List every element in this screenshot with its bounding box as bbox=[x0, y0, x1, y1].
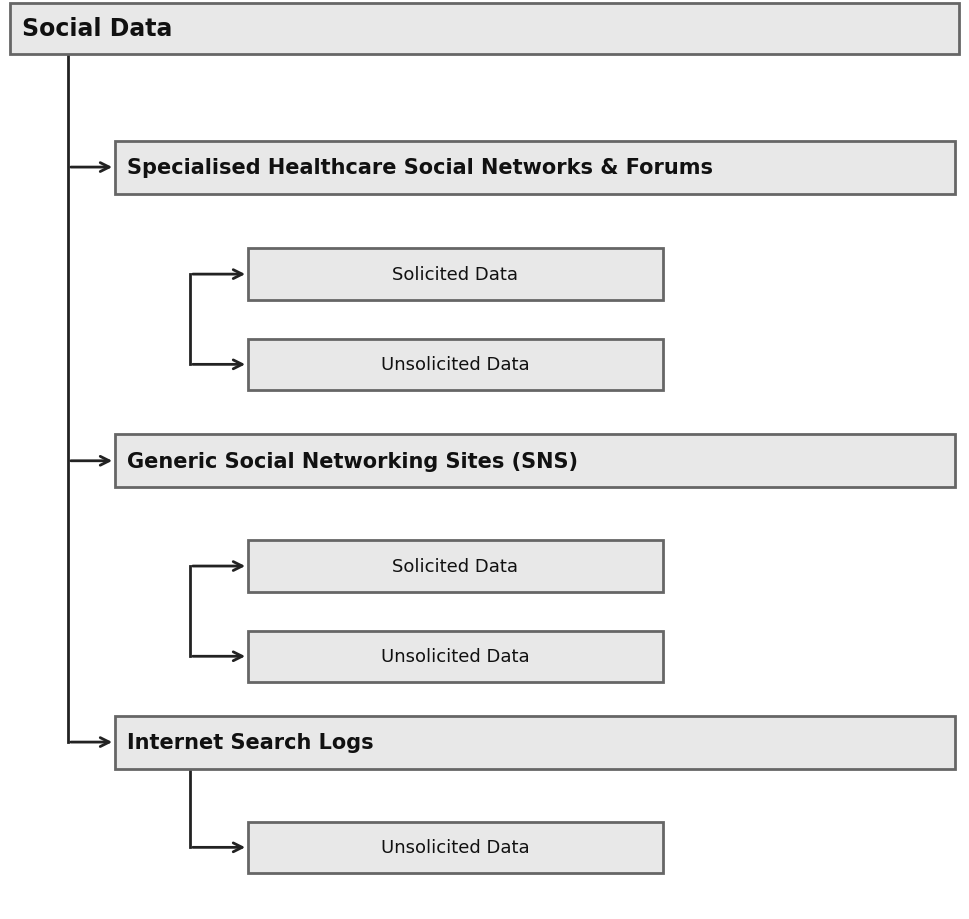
FancyBboxPatch shape bbox=[115, 716, 955, 769]
Text: Internet Search Logs: Internet Search Logs bbox=[127, 732, 374, 753]
FancyBboxPatch shape bbox=[10, 4, 959, 55]
FancyBboxPatch shape bbox=[248, 631, 663, 682]
Text: Specialised Healthcare Social Networks & Forums: Specialised Healthcare Social Networks &… bbox=[127, 158, 713, 178]
Text: Unsolicited Data: Unsolicited Data bbox=[381, 648, 530, 665]
Text: Solicited Data: Solicited Data bbox=[392, 558, 518, 575]
FancyBboxPatch shape bbox=[248, 822, 663, 873]
FancyBboxPatch shape bbox=[115, 142, 955, 195]
Text: Unsolicited Data: Unsolicited Data bbox=[381, 838, 530, 857]
Text: Social Data: Social Data bbox=[22, 17, 172, 41]
FancyBboxPatch shape bbox=[248, 540, 663, 592]
FancyBboxPatch shape bbox=[248, 339, 663, 391]
FancyBboxPatch shape bbox=[115, 435, 955, 488]
Text: Solicited Data: Solicited Data bbox=[392, 266, 518, 284]
Text: Unsolicited Data: Unsolicited Data bbox=[381, 356, 530, 374]
FancyBboxPatch shape bbox=[248, 249, 663, 301]
Text: Generic Social Networking Sites (SNS): Generic Social Networking Sites (SNS) bbox=[127, 451, 578, 471]
